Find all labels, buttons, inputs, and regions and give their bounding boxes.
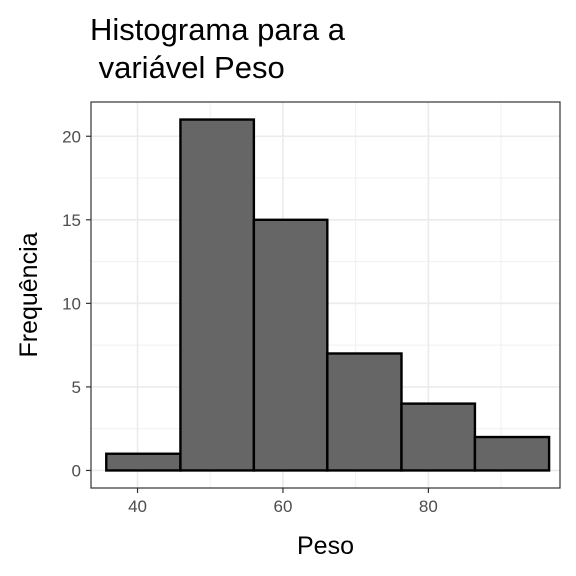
histogram-bar-3 [326,352,403,472]
y-axis-title: Frequência [15,232,43,357]
y-tick-label: 0 [72,461,81,480]
x-tick-label: 40 [128,497,147,516]
histogram-bar-1 [179,118,256,472]
histogram-bar-4 [400,402,477,472]
histogram-bar-2 [252,218,329,472]
x-tick-label: 80 [419,497,438,516]
y-tick-label: 10 [62,294,81,313]
plot-panel-border [90,101,561,489]
histogram-bar-5 [473,435,551,472]
chart-title-line-2: variável Peso [90,50,285,85]
y-tick-label: 15 [62,211,81,230]
x-axis-title: Peso [297,532,354,560]
x-tick-label: 60 [274,497,293,516]
y-tick-label: 20 [62,127,81,146]
y-tick-label: 5 [72,378,81,397]
histogram-bar-0 [105,452,182,472]
chart-title-line-1: Histograma para a [90,12,346,47]
